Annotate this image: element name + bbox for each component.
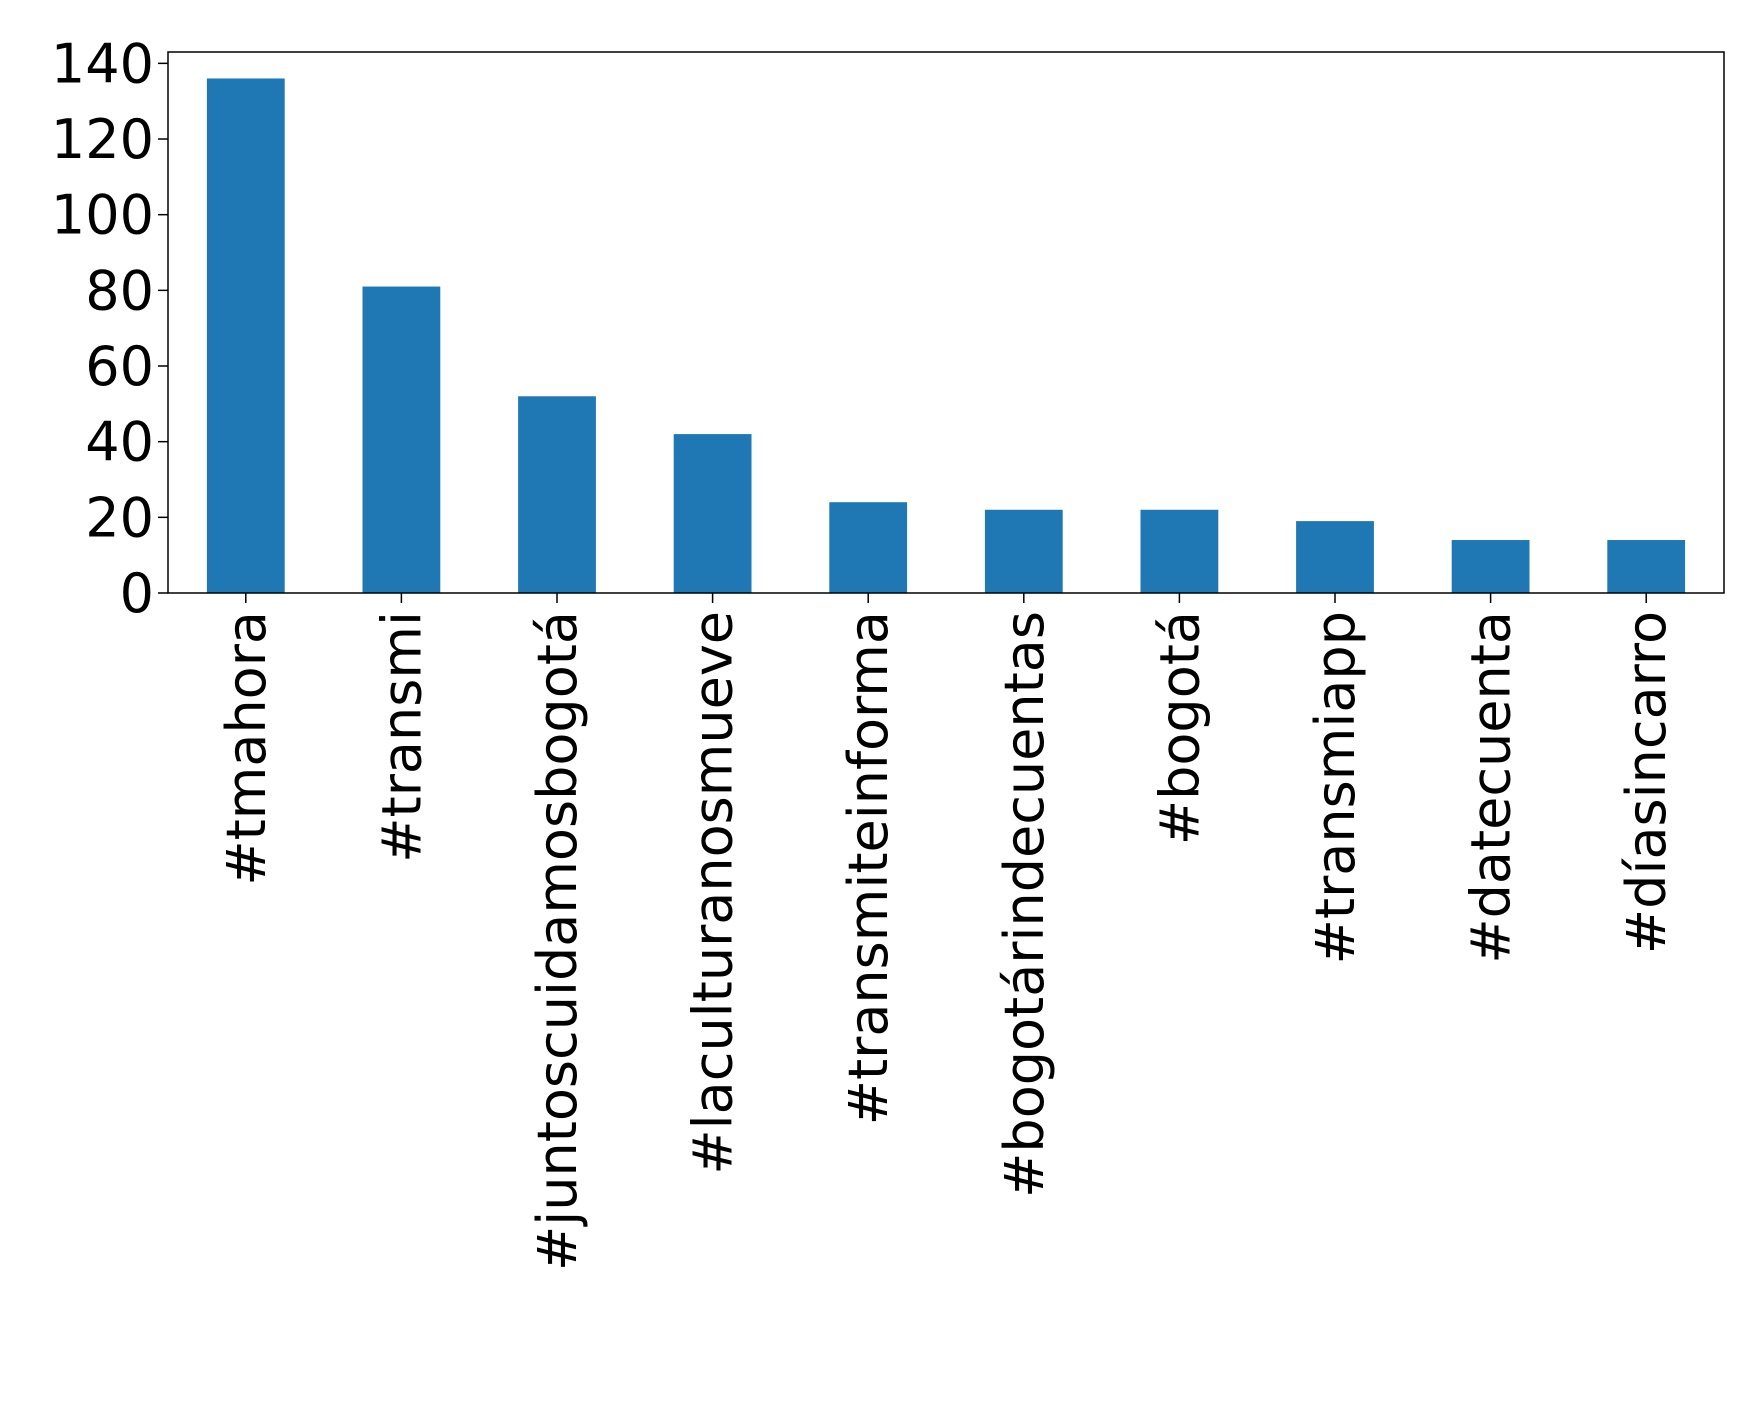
y-tick-label-1: 20 xyxy=(85,486,154,549)
x-tick-label-4: #transmiteinforma xyxy=(837,611,900,1125)
bar-7 xyxy=(1296,521,1374,593)
y-tick-label-4: 80 xyxy=(85,259,154,322)
x-tick-label-9: #díasincarro xyxy=(1615,611,1678,954)
x-tick-label-6: #bogotá xyxy=(1148,611,1211,845)
y-tick-label-7: 140 xyxy=(51,32,154,95)
x-tick-label-0: #tmahora xyxy=(215,611,278,886)
bar-0 xyxy=(206,78,285,594)
bar-3 xyxy=(673,434,752,593)
y-tick-label-6: 120 xyxy=(51,108,154,171)
x-tick-label-1: #transmi xyxy=(370,611,433,863)
x-tick-label-2: #juntoscuidamosbogotá xyxy=(526,611,589,1271)
bar-1 xyxy=(362,286,441,593)
x-tick-label-8: #datecuenta xyxy=(1460,611,1523,964)
x-tick-label-7: #transmiapp xyxy=(1304,611,1367,964)
x-axis: #tmahora #transmi #juntoscuidamosbogotá #la… xyxy=(215,593,1678,1271)
bars-layer xyxy=(206,78,1686,594)
x-tick-label-3: #laculturanosmueve xyxy=(682,611,745,1175)
x-tick-label-5: #bogotárindecuentas xyxy=(993,611,1056,1198)
bar-6 xyxy=(1140,509,1219,593)
y-tick-label-5: 100 xyxy=(51,184,154,247)
plot-frame xyxy=(167,51,1725,594)
y-tick-label-2: 40 xyxy=(85,411,154,474)
bar-5 xyxy=(984,509,1063,593)
bar-9 xyxy=(1607,540,1686,593)
y-tick-label-3: 60 xyxy=(85,335,154,398)
bar-4 xyxy=(829,502,908,593)
bar-2 xyxy=(518,396,596,593)
bar-8 xyxy=(1451,540,1530,593)
y-tick-label-0: 0 xyxy=(120,562,154,625)
y-axis: 0 20 40 60 80 100 120 140 xyxy=(51,32,168,625)
